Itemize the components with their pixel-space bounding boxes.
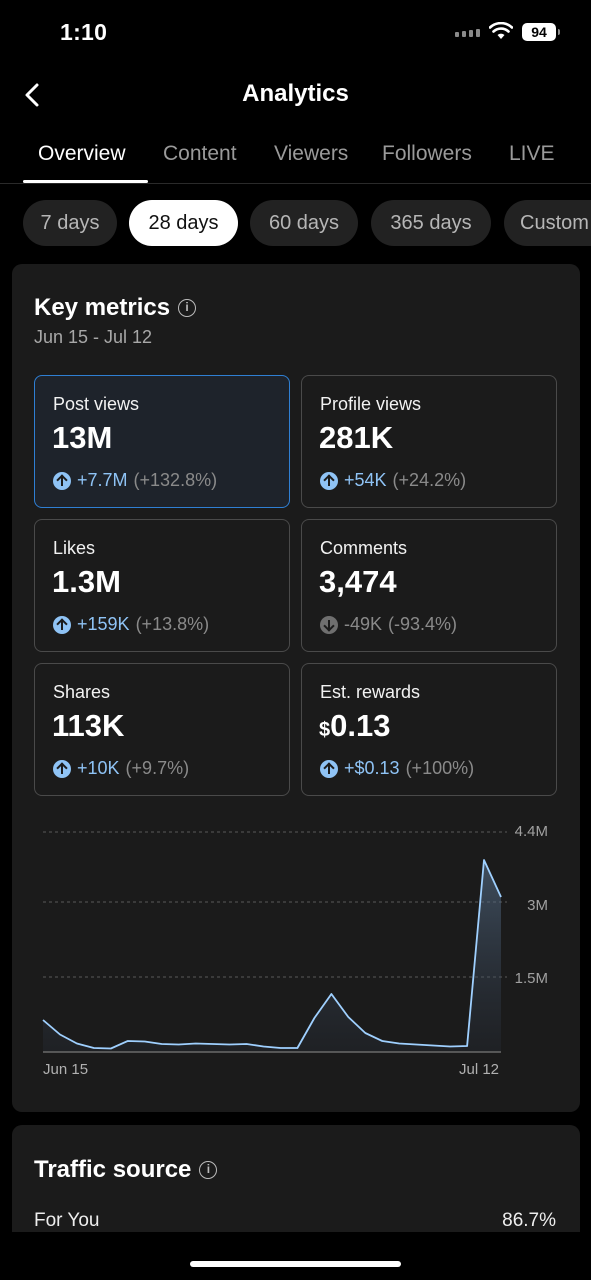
metric-change-value: +7.7M [77, 470, 128, 490]
traffic-source-value: 86.7% [502, 1210, 556, 1231]
metric-card-est-rewards[interactable]: Est. rewards $0.13 +$0.13 (+100%) [301, 663, 557, 796]
metric-card-shares[interactable]: Shares 113K +10K (+9.7%) [34, 663, 290, 796]
bottom-safe-area [0, 1232, 591, 1280]
back-arrow-icon[interactable] [20, 80, 46, 110]
traffic-source-title: Traffic source [34, 1156, 192, 1183]
tab-followers[interactable]: Followers [382, 142, 472, 165]
wifi-icon [489, 22, 513, 39]
y-tick-label: 4.4M [514, 823, 548, 840]
metric-change: +7.7M (+132.8%) [53, 470, 217, 491]
header: Analytics [0, 70, 591, 120]
metric-change-percent: (+100%) [405, 758, 475, 778]
arrow-up-icon [320, 759, 338, 778]
currency-symbol: $ [319, 719, 331, 741]
arrow-up-icon [53, 759, 71, 778]
metric-change-percent: (+24.2%) [392, 470, 467, 490]
metric-card-comments[interactable]: Comments 3,474 -49K (-93.4%) [301, 519, 557, 652]
key-metrics-heading: Key metrics i [34, 294, 197, 322]
metric-change-value: +$0.13 [344, 758, 400, 778]
arrow-up-icon [53, 471, 71, 490]
traffic-source-label: For You [34, 1210, 100, 1231]
metric-card-profile-views[interactable]: Profile views 281K +54K (+24.2%) [301, 375, 557, 508]
page-title: Analytics [242, 80, 349, 107]
metric-change-percent: (+9.7%) [125, 758, 190, 778]
chart-svg [42, 831, 507, 1053]
battery-icon: 94 [522, 23, 560, 41]
info-icon[interactable]: i [199, 1161, 218, 1179]
tab-overview[interactable]: Overview [38, 142, 126, 165]
tab-content[interactable]: Content [163, 142, 237, 165]
metric-card-likes[interactable]: Likes 1.3M +159K (+13.8%) [34, 519, 290, 652]
info-icon[interactable]: i [178, 299, 197, 317]
cellular-signal-icon [455, 29, 480, 37]
home-indicator[interactable] [190, 1261, 401, 1267]
metric-label: Comments [320, 538, 408, 558]
analytics-tabs: Overview Content Viewers Followers LIVE [0, 132, 591, 184]
y-tick-label: 1.5M [514, 970, 548, 987]
series-line [42, 859, 502, 1050]
metric-value: 113K [52, 708, 125, 743]
metric-change-percent: (+13.8%) [135, 614, 210, 634]
metric-value: 1.3M [52, 564, 121, 599]
key-metrics-title: Key metrics [34, 294, 171, 321]
metric-label: Shares [53, 682, 111, 702]
active-tab-indicator [23, 180, 148, 183]
metric-change-percent: (+132.8%) [133, 470, 218, 490]
key-metrics-card: Key metrics i Jun 15 - Jul 12 Post views… [12, 264, 580, 1112]
x-tick-label: Jul 12 [459, 1061, 500, 1078]
traffic-source-heading: Traffic source i [34, 1156, 218, 1184]
tab-live[interactable]: LIVE [509, 142, 555, 165]
metric-change: +54K (+24.2%) [320, 470, 466, 491]
metric-change-value: +10K [77, 758, 120, 778]
metric-label: Post views [53, 394, 140, 414]
metric-value: $0.13 [319, 708, 390, 744]
y-tick-label: 3M [527, 897, 548, 914]
metric-change-value: +54K [344, 470, 387, 490]
metric-change-value: +159K [77, 614, 130, 634]
date-range-selector: 7 days 28 days 60 days 365 days Custom [0, 200, 591, 246]
status-bar: 1:10 94 [0, 0, 591, 64]
metric-card-post-views[interactable]: Post views 13M +7.7M (+132.8%) [34, 375, 290, 508]
date-range-label: Jun 15 - Jul 12 [34, 327, 153, 347]
metric-label: Profile views [320, 394, 422, 414]
metric-value: 13M [52, 420, 113, 455]
range-chip-custom[interactable]: Custom [504, 200, 591, 246]
metric-change: +10K (+9.7%) [53, 758, 189, 779]
arrow-down-icon [320, 615, 338, 634]
metric-change-percent: (-93.4%) [388, 614, 458, 634]
x-tick-label: Jun 15 [43, 1061, 89, 1078]
metric-label: Est. rewards [320, 682, 421, 702]
metric-value: 281K [319, 420, 394, 455]
post-views-chart[interactable]: 4.4M 3M 1.5M Jun 15 Jul 12 [12, 820, 580, 1090]
tab-viewers[interactable]: Viewers [274, 142, 349, 165]
metric-value: 3,474 [319, 564, 397, 599]
metric-change-value: -49K [344, 614, 383, 634]
metric-change: +159K (+13.8%) [53, 614, 209, 635]
arrow-up-icon [320, 471, 338, 490]
status-time: 1:10 [60, 19, 108, 45]
metric-change: -49K (-93.4%) [320, 614, 457, 635]
range-chip-7-days[interactable]: 7 days [23, 200, 117, 246]
range-chip-28-days[interactable]: 28 days [129, 200, 238, 246]
arrow-up-icon [53, 615, 71, 634]
series-area [43, 860, 501, 1052]
metric-value-number: 0.13 [330, 708, 391, 743]
metric-label: Likes [53, 538, 96, 558]
metric-change: +$0.13 (+100%) [320, 758, 474, 779]
range-chip-60-days[interactable]: 60 days [250, 200, 358, 246]
range-chip-365-days[interactable]: 365 days [371, 200, 491, 246]
